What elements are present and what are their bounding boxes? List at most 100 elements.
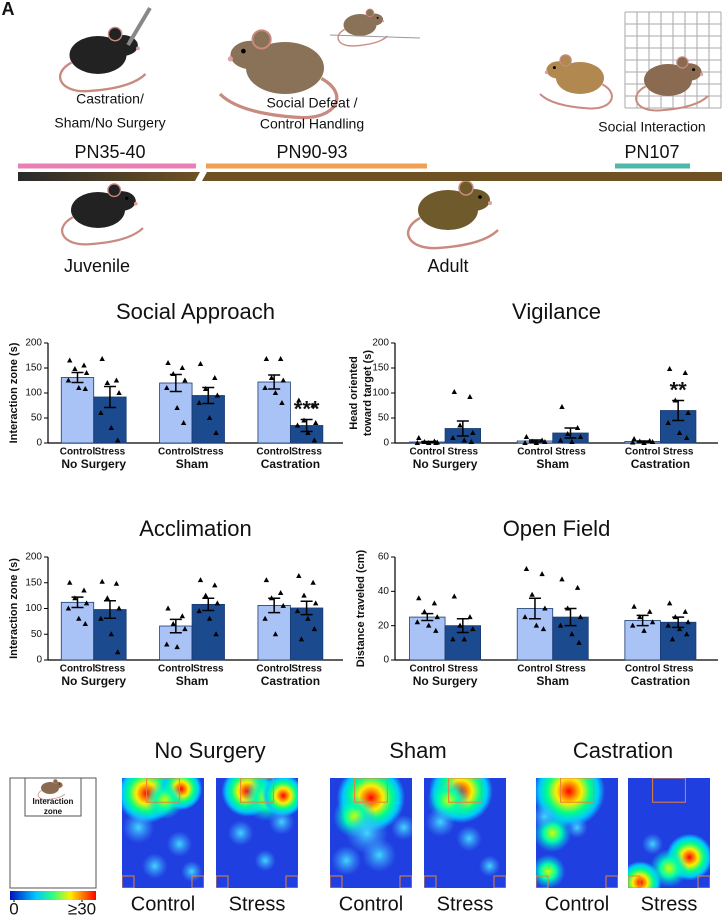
data-point <box>641 627 647 633</box>
data-point <box>457 422 463 428</box>
error-bar <box>71 371 84 384</box>
data-point <box>108 631 114 637</box>
age-label: Juvenile <box>64 256 130 276</box>
heatmap <box>424 778 506 888</box>
y-tick-label: 100 <box>25 388 42 399</box>
mouse-tail <box>406 216 499 250</box>
heatmap <box>628 778 710 888</box>
mouse-illustration <box>37 779 66 800</box>
y-tick-label: 0 <box>383 438 389 449</box>
mouse-eye <box>478 195 482 199</box>
data-point <box>202 592 209 598</box>
bar-label: Stress <box>448 664 479 675</box>
data-point <box>523 566 530 572</box>
mouse-ear <box>676 56 689 69</box>
data-point <box>180 420 187 425</box>
data-point <box>214 392 221 398</box>
error-bar <box>564 427 577 439</box>
y-tick-label: 150 <box>372 363 389 374</box>
data-point <box>676 430 683 435</box>
data-point <box>529 438 535 444</box>
mouse-ear <box>458 180 474 196</box>
data-point <box>213 430 219 435</box>
data-point <box>467 394 473 399</box>
bar <box>60 601 95 661</box>
mouse-tail <box>635 85 709 112</box>
period-label: PN35-40 <box>74 142 145 162</box>
mouse-tail <box>61 216 144 246</box>
data-point <box>174 644 180 650</box>
data-point <box>539 571 545 577</box>
corner-box <box>628 875 641 888</box>
group-label: Sham <box>176 457 209 471</box>
data-point <box>542 605 548 611</box>
data-point <box>165 605 171 611</box>
data-point <box>298 636 305 642</box>
data-point <box>685 410 691 415</box>
heatmap-label: Stress <box>229 893 286 915</box>
data-point <box>196 400 202 405</box>
error-bar <box>456 618 469 634</box>
data-point <box>461 636 467 642</box>
corner-box <box>122 875 135 888</box>
data-point <box>262 615 268 621</box>
data-point <box>263 356 270 361</box>
data-point <box>280 377 286 383</box>
mouse-ear <box>365 8 375 18</box>
y-axis-label: toward target (s) <box>362 350 374 437</box>
heat-spot <box>268 809 295 835</box>
data-point <box>272 390 279 395</box>
data-point <box>313 420 319 425</box>
heat-spot <box>362 837 397 873</box>
stage-label: Social Interaction <box>598 119 705 135</box>
data-point <box>104 595 111 601</box>
data-point <box>574 584 581 590</box>
data-point <box>451 593 458 599</box>
corner-box <box>536 875 549 888</box>
heatmap-label: Control <box>131 893 195 915</box>
y-axis-label: Distance traveled (cm) <box>355 549 367 667</box>
data-point <box>523 434 530 439</box>
mouse-illustration <box>406 180 499 250</box>
period-label: PN90-93 <box>276 142 347 162</box>
y-tick-label: 150 <box>25 577 42 588</box>
bar-label: Stress <box>193 447 224 458</box>
data-point <box>196 608 202 614</box>
data-point <box>197 577 204 583</box>
data-point <box>305 615 311 621</box>
error-bar <box>71 596 84 609</box>
zone-box <box>354 778 388 803</box>
heat-spot <box>536 803 557 830</box>
data-point <box>99 578 105 584</box>
data-point <box>533 440 540 445</box>
data-point <box>313 600 319 606</box>
bar <box>624 620 661 661</box>
zone-box <box>146 778 180 803</box>
scalpel <box>126 6 152 47</box>
data-point <box>164 641 170 647</box>
data-point <box>426 622 432 628</box>
data-point <box>564 431 571 436</box>
error-bar <box>202 597 215 612</box>
bar-label: Control <box>625 664 661 675</box>
bar-label: Stress <box>95 447 126 458</box>
y-tick-label: 50 <box>31 413 43 424</box>
data-point <box>170 371 176 376</box>
data-point <box>540 626 547 632</box>
mouse-illustration <box>59 26 147 93</box>
bar-label: Control <box>158 664 194 675</box>
bar-label: Control <box>60 447 96 458</box>
data-point <box>108 425 114 430</box>
data-point <box>631 436 637 441</box>
group-label: Castration <box>261 674 320 688</box>
data-point <box>468 439 475 444</box>
mouse-nose <box>62 785 64 787</box>
data-point <box>164 385 170 390</box>
bar-label: Stress <box>663 447 694 458</box>
data-point <box>647 608 653 614</box>
error-bar <box>169 618 182 634</box>
data-point <box>213 631 219 637</box>
data-point <box>649 439 656 444</box>
age-label: Adult <box>427 256 468 276</box>
data-point <box>461 437 467 443</box>
